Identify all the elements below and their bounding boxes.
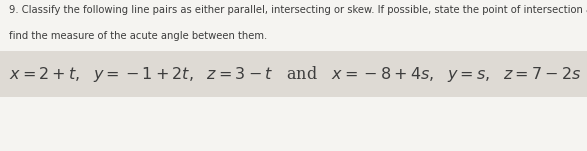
Text: 9. Classify the following line pairs as either parallel, intersecting or skew. I: 9. Classify the following line pairs as …	[9, 5, 587, 14]
Text: find the measure of the acute angle between them.: find the measure of the acute angle betw…	[9, 31, 267, 41]
Text: $x = 2+t,\ \ y = -1+2t,\ \ z = 3-t$   and   $x = -8+4s,\ \ y = s,\ \ z = 7-2s$: $x = 2+t,\ \ y = -1+2t,\ \ z = 3-t$ and …	[9, 64, 581, 84]
FancyBboxPatch shape	[0, 51, 587, 97]
